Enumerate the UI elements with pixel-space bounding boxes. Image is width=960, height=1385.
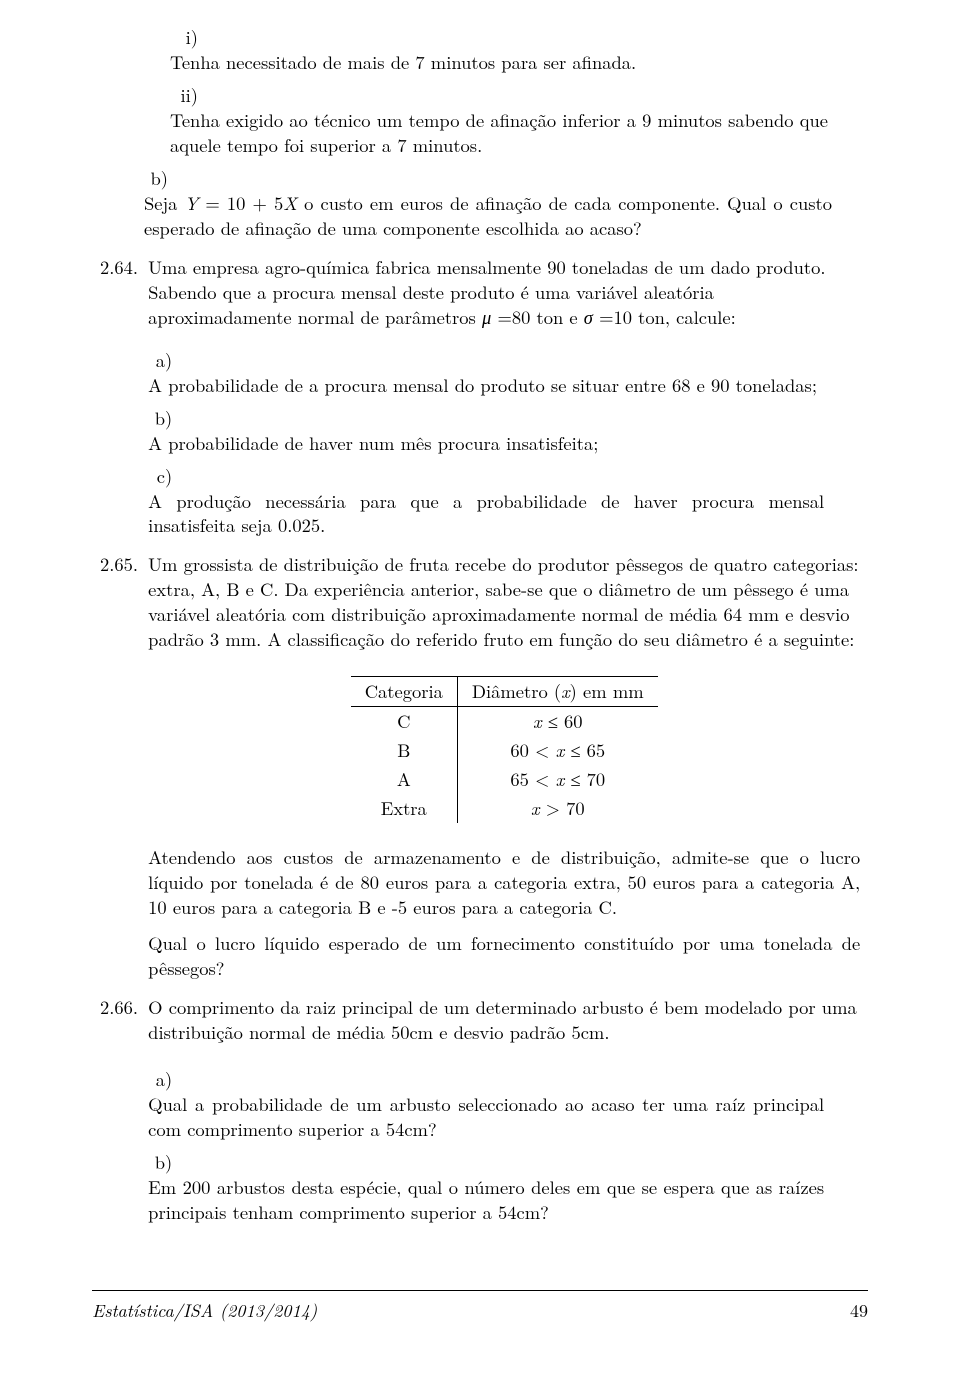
- footer-title: Estatística/ISA (2013/2014): [92, 1298, 317, 1323]
- footer-page-number: 49: [850, 1298, 868, 1323]
- diam-extra: x > 70: [457, 794, 657, 823]
- ex266-b: b) Em 200 arbustos desta espécie, qual o…: [148, 1150, 860, 1225]
- item-b-prev: b) Seja Y = 10 + 5X o custo em euros de …: [144, 166, 868, 241]
- ex264-a-text: A probabilidade de a procura mensal do p…: [148, 373, 824, 398]
- th-diametro: Diâmetro (x) em mm: [457, 677, 657, 707]
- diam-c: x ≤ 60: [457, 707, 657, 736]
- exercise-body-265: Um grossista de distribuição de fruta re…: [148, 552, 860, 981]
- text-b-prev: Seja Y = 10 + 5X o custo em euros de afi…: [144, 191, 832, 241]
- ex264-b-text: A probabilidade de haver num mês procura…: [148, 431, 824, 456]
- ex266-b-text: Em 200 arbustos desta espécie, qual o nú…: [148, 1175, 824, 1225]
- exercise-num-265: 2.65.: [92, 552, 138, 577]
- exercise-body-266: O comprimento da raiz principal de um de…: [148, 995, 860, 1225]
- page-footer: Estatística/ISA (2013/2014) 49: [92, 1290, 868, 1323]
- cat-extra: Extra: [351, 794, 458, 823]
- ex266-b-label: b): [148, 1150, 172, 1175]
- ex264-c-label: c): [148, 464, 172, 489]
- ex265-p2: Qual o lucro líquido esperado de um forn…: [148, 931, 860, 981]
- text-ii: Tenha exigido ao técnico um tempo de afi…: [170, 108, 828, 158]
- ex264-a-label: a): [148, 348, 172, 373]
- exercise-body-264: Uma empresa agro-química fabrica mensalm…: [148, 255, 860, 539]
- cat-a: A: [351, 765, 458, 794]
- ex264-c: c) A produção necessária para que a prob…: [148, 464, 860, 539]
- text-i: Tenha necessitado de mais de 7 minutos p…: [170, 50, 828, 75]
- label-ii: ii): [170, 83, 198, 108]
- page-content: i) Tenha necessitado de mais de 7 minuto…: [0, 0, 960, 1225]
- label-i: i): [170, 25, 198, 50]
- item-ii: ii) Tenha exigido ao técnico um tempo de…: [170, 83, 868, 158]
- exercise-266: 2.66. O comprimento da raiz principal de…: [92, 995, 868, 1225]
- ex266-a-label: a): [148, 1067, 172, 1092]
- diam-b: 60 < x ≤ 65: [457, 736, 657, 765]
- ex264-c-text: A produção necessária para que a probabi…: [148, 489, 824, 539]
- diam-a: 65 < x ≤ 70: [457, 765, 657, 794]
- exercise-265: 2.65. Um grossista de distribuição de fr…: [92, 552, 868, 981]
- cat-b: B: [351, 736, 458, 765]
- ex266-intro: O comprimento da raiz principal de um de…: [148, 994, 857, 1045]
- category-table: Categoria Diâmetro (x) em mm C x ≤ 60 B …: [351, 676, 658, 823]
- ex264-a: a) A probabilidade de a procura mensal d…: [148, 348, 860, 398]
- cat-c: C: [351, 707, 458, 736]
- ex264-b-label: b): [148, 406, 172, 431]
- th-categoria: Categoria: [351, 677, 458, 707]
- exercise-num-264: 2.64.: [92, 255, 138, 280]
- exercise-264: 2.64. Uma empresa agro-química fabrica m…: [92, 255, 868, 539]
- ex264-intro: Uma empresa agro-química fabrica mensalm…: [148, 254, 825, 330]
- label-b-prev: b): [144, 166, 168, 191]
- sublist-roman: i) Tenha necessitado de mais de 7 minuto…: [170, 25, 868, 158]
- ex266-a: a) Qual a probabilidade de um arbusto se…: [148, 1067, 860, 1142]
- ex265-p1: Atendendo aos custos de armazenamento e …: [148, 845, 860, 920]
- ex265-intro: Um grossista de distribuição de fruta re…: [148, 551, 858, 652]
- exercise-num-266: 2.66.: [92, 995, 138, 1020]
- ex264-b: b) A probabilidade de haver num mês proc…: [148, 406, 860, 456]
- sublist-alpha-prev: b) Seja Y = 10 + 5X o custo em euros de …: [144, 166, 868, 241]
- ex266-a-text: Qual a probabilidade de um arbusto selec…: [148, 1092, 824, 1142]
- item-i: i) Tenha necessitado de mais de 7 minuto…: [170, 25, 868, 75]
